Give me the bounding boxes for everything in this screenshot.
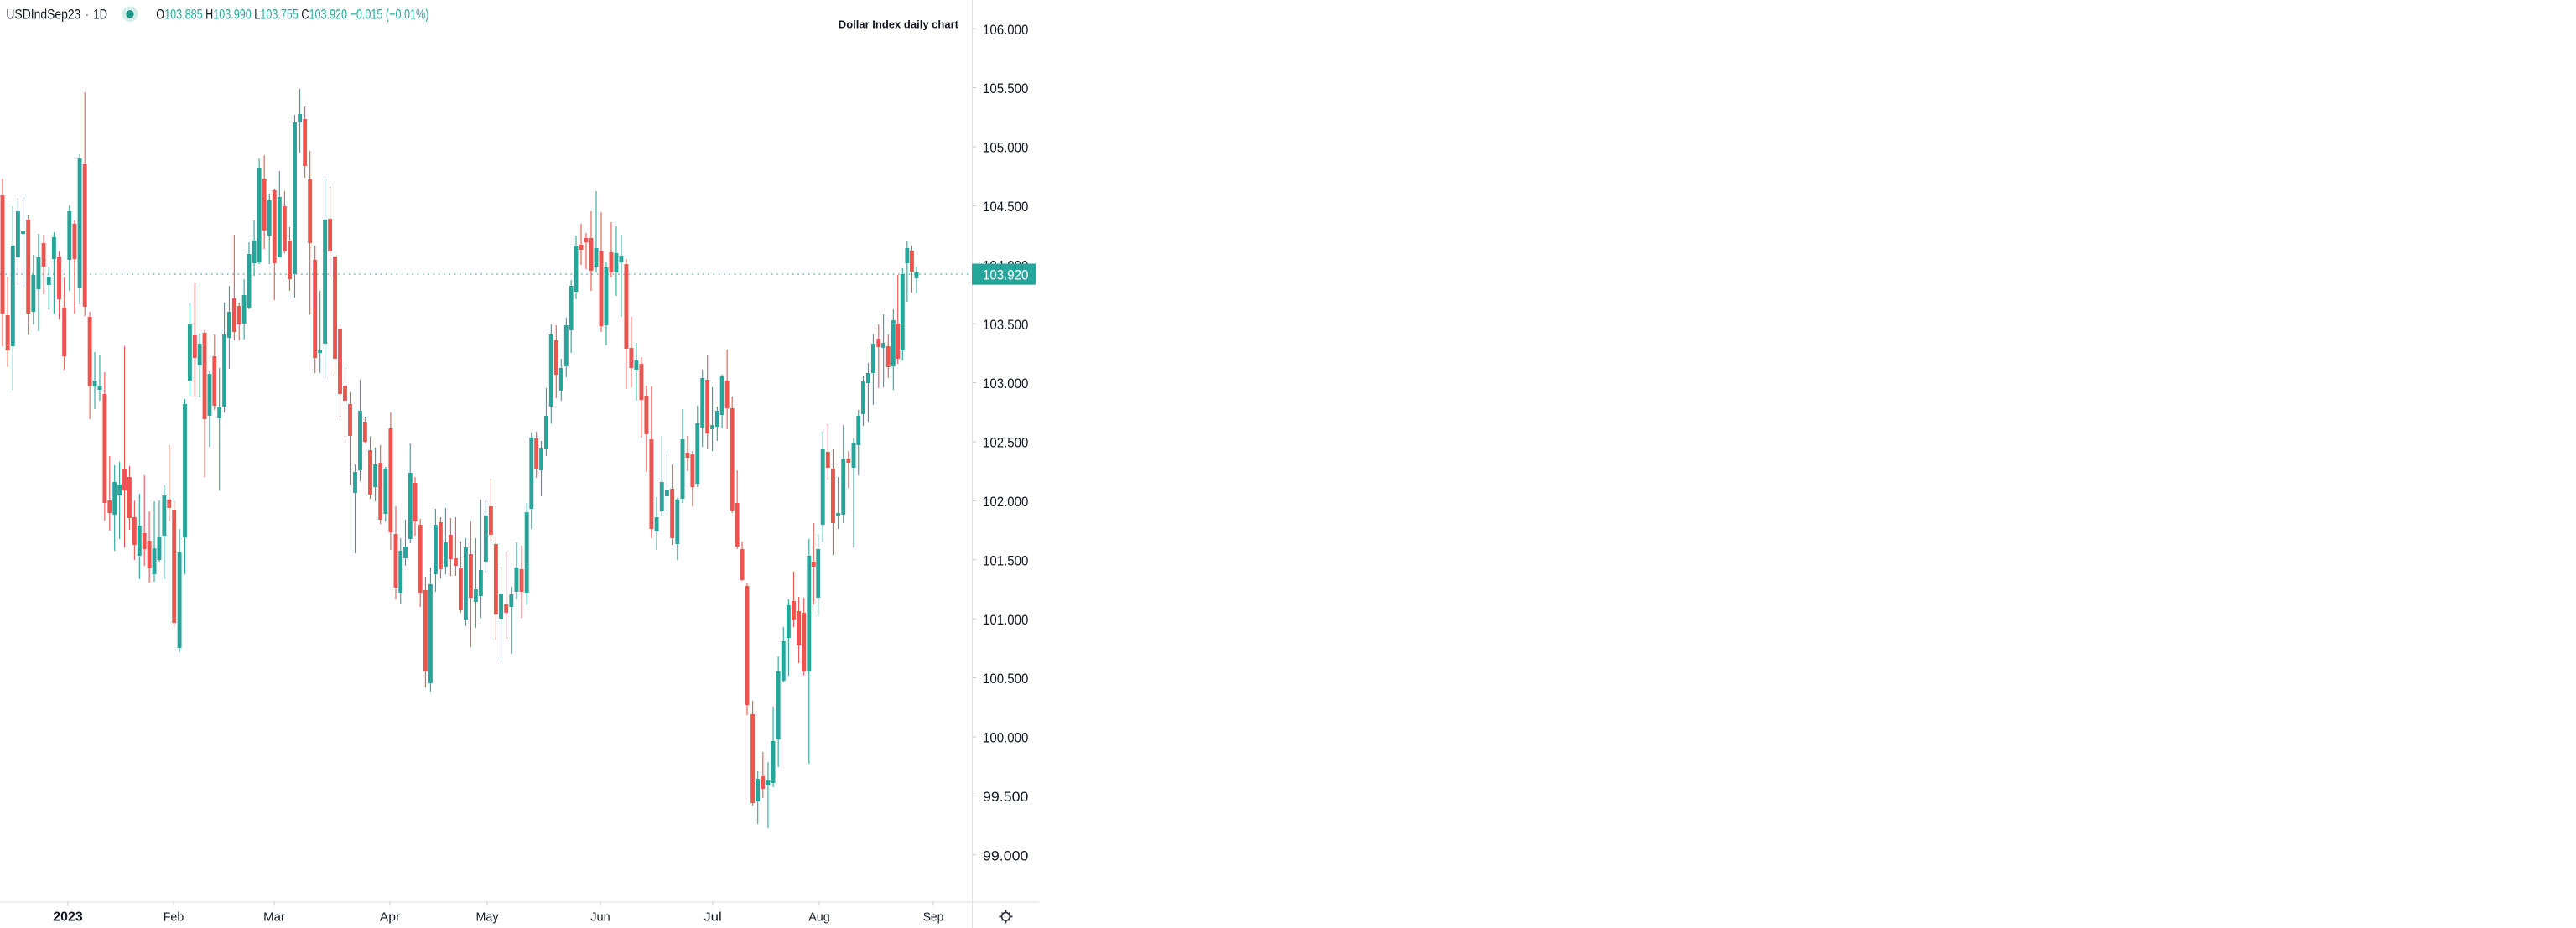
svg-text:100.500: 100.500 xyxy=(983,671,1028,687)
svg-text:103.000: 103.000 xyxy=(983,376,1028,391)
svg-text:99.000: 99.000 xyxy=(983,848,1028,863)
svg-text:USDIndSep23: USDIndSep23 xyxy=(6,7,80,23)
svg-text:1D: 1D xyxy=(93,7,107,23)
svg-text:Jul: Jul xyxy=(704,910,722,925)
svg-text:Feb: Feb xyxy=(164,910,184,925)
svg-text:Mar: Mar xyxy=(263,910,285,925)
svg-text:101.000: 101.000 xyxy=(983,612,1028,628)
svg-text:102.000: 102.000 xyxy=(983,494,1028,510)
svg-text:·: · xyxy=(85,7,90,23)
svg-text:Dollar Index daily chart: Dollar Index daily chart xyxy=(839,18,959,31)
svg-text:Aug: Aug xyxy=(808,910,830,925)
svg-text:106.000: 106.000 xyxy=(983,22,1028,38)
svg-text:105.000: 105.000 xyxy=(983,140,1028,156)
svg-text:100.000: 100.000 xyxy=(983,730,1028,746)
svg-text:99.500: 99.500 xyxy=(983,789,1028,805)
svg-text:103.920: 103.920 xyxy=(983,267,1028,283)
svg-text:104.500: 104.500 xyxy=(983,199,1028,215)
svg-text:May: May xyxy=(476,910,499,925)
svg-text:Sep: Sep xyxy=(923,910,944,925)
svg-text:Jun: Jun xyxy=(590,910,610,925)
svg-text:103.500: 103.500 xyxy=(983,317,1028,333)
svg-text:Apr: Apr xyxy=(380,910,401,925)
svg-text:101.500: 101.500 xyxy=(983,552,1028,568)
svg-text:102.500: 102.500 xyxy=(983,435,1028,451)
svg-text:105.500: 105.500 xyxy=(983,80,1028,96)
svg-text:O103.885 H103.990 L103.755 C10: O103.885 H103.990 L103.755 C103.920 −0.0… xyxy=(156,7,428,23)
svg-text:2023: 2023 xyxy=(53,910,83,925)
